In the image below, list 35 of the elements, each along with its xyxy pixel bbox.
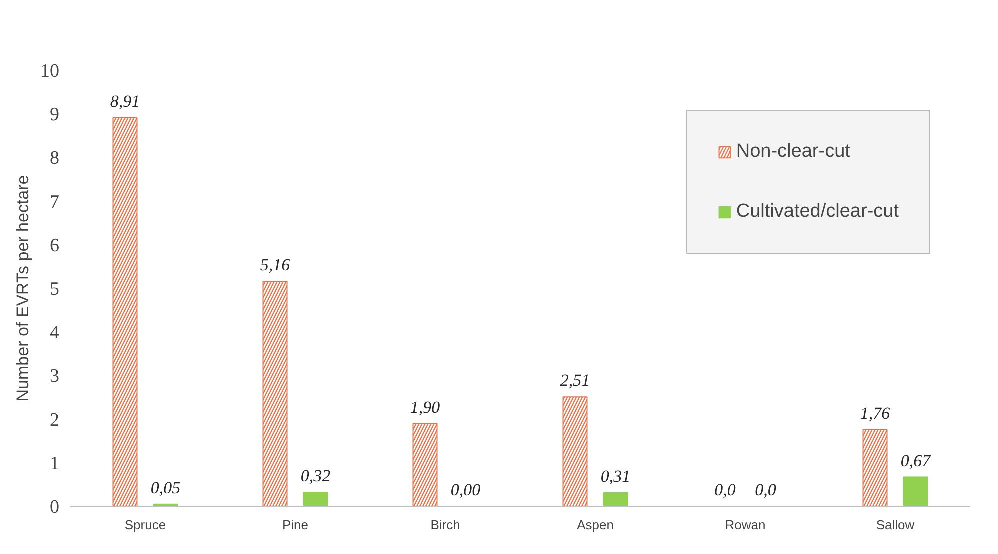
y-axis-title: Number of EVRTs per hectare (14, 175, 32, 402)
bar (903, 476, 928, 506)
x-tick-label: Sallow (876, 518, 916, 532)
y-tick-label: 8 (50, 148, 60, 170)
y-tick-label: 5 (50, 279, 60, 300)
bar (303, 492, 328, 506)
data-label: 1,90 (410, 398, 441, 417)
legend-label: Cultivated/clear-cut (736, 201, 899, 223)
y-tick-label: 6 (50, 235, 60, 256)
x-tick-label: Rowan (725, 518, 766, 532)
y-tick-label: 1 (50, 453, 60, 474)
data-label: 0,31 (600, 467, 631, 486)
x-tick-label: Spruce (124, 518, 166, 532)
data-label: 2,51 (560, 371, 590, 390)
data-label: 0,67 (900, 451, 932, 470)
y-tick-label: 10 (40, 61, 60, 82)
data-label: 8,91 (110, 92, 140, 112)
data-label: 0,05 (150, 478, 181, 498)
data-label: 0,0 (755, 480, 777, 500)
y-tick-label: 7 (50, 192, 60, 213)
data-label: 0,32 (300, 466, 332, 486)
x-tick-label: Birch (430, 518, 460, 532)
data-label: 0,00 (450, 480, 482, 500)
y-tick-label: 2 (50, 410, 60, 431)
y-tick-label: 4 (50, 322, 60, 344)
data-label: 5,16 (260, 256, 291, 275)
bar (603, 492, 628, 506)
y-tick-label: 3 (50, 366, 60, 388)
y-tick-label: 0 (50, 497, 60, 518)
x-tick-label: Pine (282, 518, 309, 532)
x-tick-label: Aspen (577, 518, 614, 532)
y-tick-label: 9 (50, 104, 60, 126)
legend-label: Non-clear-cut (736, 141, 850, 163)
data-label: 1,76 (860, 404, 891, 423)
data-label: 0,0 (714, 480, 736, 500)
